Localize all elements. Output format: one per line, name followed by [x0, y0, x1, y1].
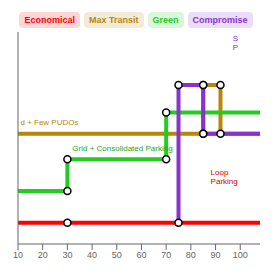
svg-text:d + Few PUDOs: d + Few PUDOs — [20, 118, 78, 127]
html-text:Compromise: Compromise — [192, 15, 248, 25]
svg-text:Grid + Consolidated Parking: Grid + Consolidated Parking — [72, 143, 172, 152]
html-text:Green: Green — [152, 15, 179, 25]
html-text:Max Transit: Max Transit — [89, 15, 139, 25]
svg-text:100: 100 — [233, 250, 248, 260]
svg-text:40: 40 — [87, 250, 97, 260]
svg-text:80: 80 — [186, 250, 196, 260]
svg-text:30: 30 — [62, 250, 72, 260]
svg-text:LoopParking: LoopParking — [211, 167, 238, 185]
svg-text:SP: SP — [233, 34, 238, 52]
svg-text:70: 70 — [161, 250, 171, 260]
html-text:Economical: Economical — [24, 15, 75, 25]
svg-text:50: 50 — [112, 250, 122, 260]
svg-text:60: 60 — [136, 250, 146, 260]
svg-text:20: 20 — [38, 250, 48, 260]
svg-text:90: 90 — [211, 250, 221, 260]
svg-text:10: 10 — [13, 250, 23, 260]
